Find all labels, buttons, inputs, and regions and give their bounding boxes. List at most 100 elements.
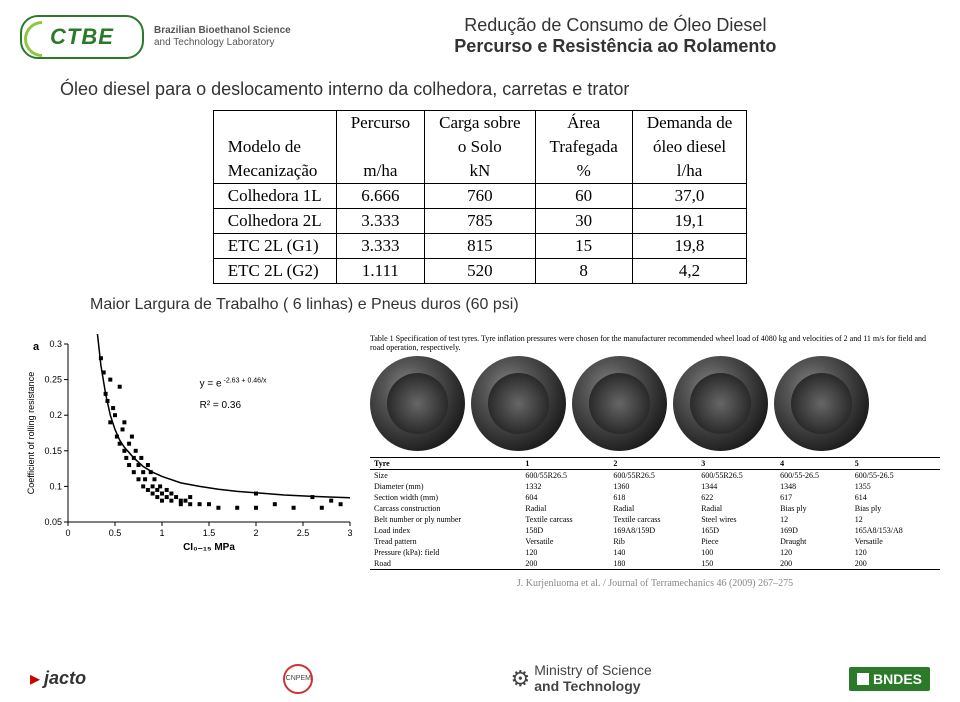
spec-cell: Carcass construction <box>370 503 521 514</box>
spec-cell: 169A8/159D <box>609 525 697 536</box>
svg-text:0.1: 0.1 <box>49 481 62 491</box>
spec-cell: 600/55-26.5 <box>851 470 940 482</box>
svg-text:1.5: 1.5 <box>203 528 216 538</box>
table-cell: 3.333 <box>336 234 424 259</box>
tyre-image <box>370 356 465 451</box>
spec-cell: 600/55R26.5 <box>521 470 609 482</box>
tyre-image <box>673 356 768 451</box>
table-header-cell: Área <box>535 111 632 136</box>
spec-cell: Load index <box>370 525 521 536</box>
lower-section: 00.511.522.530.050.10.150.20.250.3Coeffi… <box>0 334 960 589</box>
table-header-cell: l/ha <box>632 159 746 184</box>
svg-text:0.05: 0.05 <box>44 517 62 527</box>
main-table: PercursoCarga sobreÁreaDemanda deModelo … <box>213 110 748 284</box>
spec-header: Tyre <box>370 458 521 470</box>
ministry-logo: ⚙ Ministry of Science and Technology <box>511 663 652 694</box>
svg-text:2: 2 <box>253 528 258 538</box>
spec-cell: 614 <box>851 492 940 503</box>
spec-cell: 200 <box>851 558 940 570</box>
bndes-logo: BNDES <box>849 667 930 691</box>
footer: ▸ jacto CNPEM ⚙ Ministry of Science and … <box>0 663 960 694</box>
title-area: Redução de Consumo de Óleo Diesel Percur… <box>291 15 940 57</box>
table-cell: Colhedora 2L <box>213 209 336 234</box>
lab-line1: Brazilian Bioethanol Science <box>154 25 291 37</box>
svg-text:0.25: 0.25 <box>44 375 62 385</box>
lab-text: Brazilian Bioethanol Science and Technol… <box>154 25 291 49</box>
spec-cell: Radial <box>697 503 776 514</box>
tyre-panel: Table 1 Specification of test tyres. Tyr… <box>370 334 940 589</box>
spec-cell: Section width (mm) <box>370 492 521 503</box>
table-header-cell <box>213 111 336 136</box>
spec-cell: Bias ply <box>776 503 851 514</box>
table-cell: 60 <box>535 184 632 209</box>
spec-cell: Steel wires <box>697 514 776 525</box>
spec-cell: 150 <box>697 558 776 570</box>
title-line1: Redução de Consumo de Óleo Diesel <box>291 15 940 36</box>
table-header-cell: Modelo de <box>213 135 336 159</box>
table-cell: 1.111 <box>336 259 424 284</box>
spec-header: 3 <box>697 458 776 470</box>
table-header-cell: m/ha <box>336 159 424 184</box>
spec-cell: 165A8/153/A8 <box>851 525 940 536</box>
spec-cell: 618 <box>609 492 697 503</box>
table-header-cell: kN <box>425 159 535 184</box>
svg-text:y = e -2.63 + 0.46/x: y = e -2.63 + 0.46/x <box>200 378 267 390</box>
ctbe-logo: CTBE <box>20 15 144 59</box>
table-cell: 6.666 <box>336 184 424 209</box>
scatter-chart: 00.511.522.530.050.10.150.20.250.3Coeffi… <box>20 334 360 554</box>
spec-cell: 140 <box>609 547 697 558</box>
citation: J. Kurjenluoma et al. / Journal of Terra… <box>370 578 940 589</box>
spec-cell: 120 <box>776 547 851 558</box>
tyre-image <box>774 356 869 451</box>
tyre-images <box>370 356 940 451</box>
spec-cell: Radial <box>521 503 609 514</box>
spec-cell: 600/55R26.5 <box>609 470 697 482</box>
tyre-image <box>471 356 566 451</box>
spec-cell: 600/55R26.5 <box>697 470 776 482</box>
spec-cell: Piece <box>697 536 776 547</box>
tyre-image <box>572 356 667 451</box>
spec-cell: Rib <box>609 536 697 547</box>
table-header-cell: Carga sobre <box>425 111 535 136</box>
title-line2: Percurso e Resistência ao Rolamento <box>291 36 940 57</box>
spec-cell: 180 <box>609 558 697 570</box>
spec-cell: 120 <box>851 547 940 558</box>
spec-cell: Size <box>370 470 521 482</box>
table-note: Maior Largura de Trabalho ( 6 linhas) e … <box>90 296 960 314</box>
table-header-cell: óleo diesel <box>632 135 746 159</box>
table-cell: 3.333 <box>336 209 424 234</box>
spec-cell: 200 <box>521 558 609 570</box>
spec-cell: 604 <box>521 492 609 503</box>
spec-cell: 1355 <box>851 481 940 492</box>
spec-header: 5 <box>851 458 940 470</box>
spec-cell: 120 <box>521 547 609 558</box>
spec-cell: Tread pattern <box>370 536 521 547</box>
table-cell: ETC 2L (G2) <box>213 259 336 284</box>
svg-text:0.3: 0.3 <box>49 339 62 349</box>
spec-header: 4 <box>776 458 851 470</box>
table-cell: 30 <box>535 209 632 234</box>
spec-cell: 600/55-26.5 <box>776 470 851 482</box>
spec-cell: 165D <box>697 525 776 536</box>
swoosh-icon <box>17 14 68 65</box>
spec-header: 1 <box>521 458 609 470</box>
subtitle: Óleo diesel para o deslocamento interno … <box>60 79 960 100</box>
spec-cell: Textile carcass <box>609 514 697 525</box>
spec-cell: 169D <box>776 525 851 536</box>
table-header-cell: Percurso <box>336 111 424 136</box>
table-header-cell: o Solo <box>425 135 535 159</box>
svg-text:3: 3 <box>347 528 352 538</box>
svg-text:0.5: 0.5 <box>109 528 122 538</box>
spec-cell: Versatile <box>851 536 940 547</box>
spec-cell: Diameter (mm) <box>370 481 521 492</box>
table-cell: 8 <box>535 259 632 284</box>
tyre-caption: Table 1 Specification of test tyres. Tyr… <box>370 334 940 352</box>
spec-cell: Pressure (kPa): field <box>370 547 521 558</box>
spec-cell: Draught <box>776 536 851 547</box>
table-cell: 760 <box>425 184 535 209</box>
spec-cell: 1348 <box>776 481 851 492</box>
lab-line2: and Technology Laboratory <box>154 37 291 49</box>
table-cell: 815 <box>425 234 535 259</box>
spec-cell: Radial <box>609 503 697 514</box>
table-cell: ETC 2L (G1) <box>213 234 336 259</box>
